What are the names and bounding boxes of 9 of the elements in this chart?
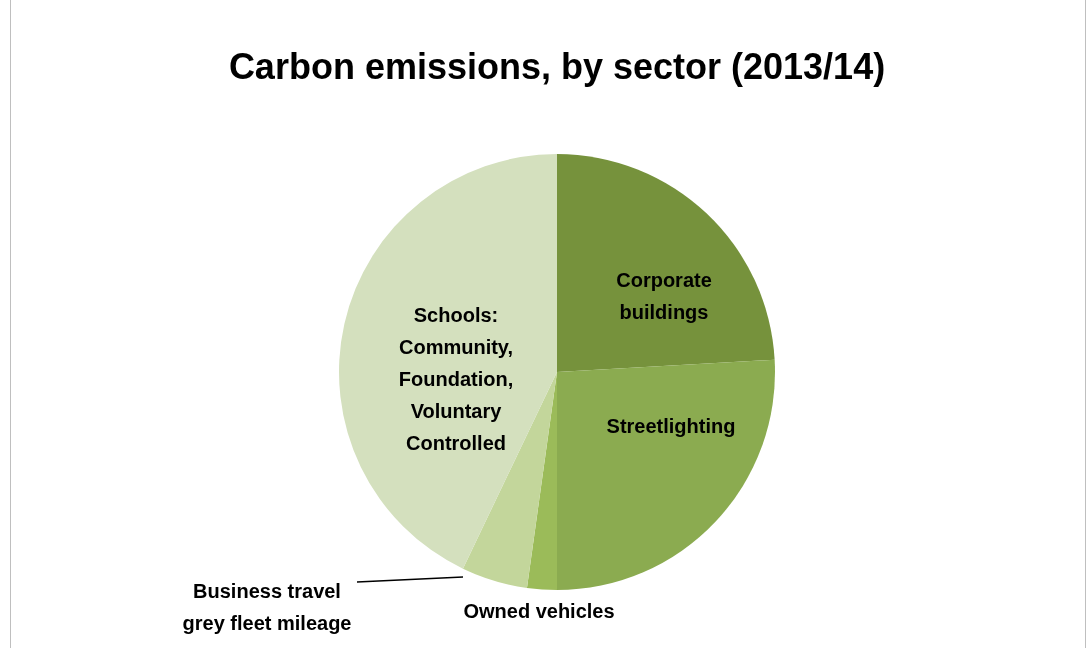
slice-label: Business travel grey fleet mileage: [182, 580, 352, 634]
pie-slice: [557, 359, 775, 590]
slice-label: Owned vehicles: [463, 600, 615, 622]
pie-slice: [557, 154, 775, 372]
chart-title: Carbon emissions, by sector (2013/14): [228, 46, 886, 87]
slice-label: Schools: Community, Foundation, Voluntary Controlled: [398, 304, 514, 454]
pie-slice: [339, 154, 557, 569]
slice-label: Corporate buildings: [616, 269, 712, 323]
slice-label: Streetlighting: [606, 415, 736, 437]
